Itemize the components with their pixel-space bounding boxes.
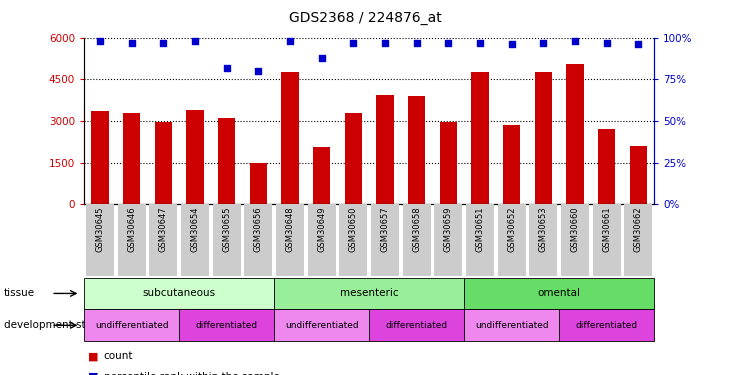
Point — [126, 39, 137, 45]
Text: GSM30651: GSM30651 — [476, 206, 485, 252]
Bar — [376, 94, 394, 204]
Point — [601, 39, 613, 45]
Bar — [503, 125, 520, 204]
Text: GSM30645: GSM30645 — [96, 206, 105, 252]
Bar — [439, 122, 457, 204]
Text: GSM30660: GSM30660 — [571, 206, 580, 252]
Text: GSM30648: GSM30648 — [286, 206, 295, 252]
Text: mesenteric: mesenteric — [340, 288, 398, 298]
Bar — [313, 147, 330, 204]
Text: GSM30652: GSM30652 — [507, 206, 516, 252]
Point — [189, 38, 201, 44]
Bar — [471, 72, 489, 204]
Text: differentiated: differentiated — [576, 321, 637, 330]
Text: subcutaneous: subcutaneous — [143, 288, 216, 298]
Bar — [408, 96, 425, 204]
Text: omental: omental — [538, 288, 580, 298]
Text: count: count — [104, 351, 133, 361]
Bar — [123, 113, 140, 204]
Bar — [344, 112, 362, 204]
Text: GSM30654: GSM30654 — [191, 206, 200, 252]
Text: undifferentiated: undifferentiated — [475, 321, 548, 330]
Point — [347, 39, 359, 45]
Bar — [154, 122, 172, 204]
Point — [569, 38, 581, 44]
Point — [379, 39, 391, 45]
Text: GSM30650: GSM30650 — [349, 206, 357, 252]
Point — [94, 38, 106, 44]
Text: development stage: development stage — [4, 320, 105, 330]
Bar — [186, 110, 204, 204]
Point — [157, 39, 169, 45]
Text: GSM30658: GSM30658 — [412, 206, 421, 252]
Text: GSM30661: GSM30661 — [602, 206, 611, 252]
Text: ■: ■ — [88, 351, 98, 361]
Bar — [534, 72, 552, 204]
Text: undifferentiated: undifferentiated — [95, 321, 168, 330]
Text: percentile rank within the sample: percentile rank within the sample — [104, 372, 280, 375]
Text: GSM30649: GSM30649 — [317, 206, 326, 252]
Bar — [281, 72, 299, 204]
Text: GSM30657: GSM30657 — [381, 206, 390, 252]
Point — [411, 39, 423, 45]
Point — [316, 54, 327, 60]
Bar — [249, 163, 267, 204]
Point — [506, 41, 518, 47]
Bar — [91, 111, 109, 204]
Bar — [218, 118, 235, 204]
Text: ■: ■ — [88, 372, 98, 375]
Bar — [629, 146, 647, 204]
Text: GSM30647: GSM30647 — [159, 206, 167, 252]
Text: GSM30655: GSM30655 — [222, 206, 231, 252]
Point — [474, 39, 486, 45]
Point — [632, 41, 644, 47]
Bar — [598, 129, 616, 204]
Bar — [567, 64, 584, 204]
Text: GSM30662: GSM30662 — [634, 206, 643, 252]
Point — [221, 64, 232, 70]
Text: GDS2368 / 224876_at: GDS2368 / 224876_at — [289, 11, 442, 25]
Text: GSM30659: GSM30659 — [444, 206, 452, 252]
Text: tissue: tissue — [4, 288, 35, 298]
Point — [537, 39, 549, 45]
Text: differentiated: differentiated — [386, 321, 447, 330]
Point — [284, 38, 296, 44]
Text: undifferentiated: undifferentiated — [285, 321, 358, 330]
Text: GSM30646: GSM30646 — [127, 206, 136, 252]
Text: GSM30653: GSM30653 — [539, 206, 548, 252]
Point — [252, 68, 264, 74]
Point — [442, 39, 454, 45]
Text: differentiated: differentiated — [196, 321, 257, 330]
Text: GSM30656: GSM30656 — [254, 206, 262, 252]
